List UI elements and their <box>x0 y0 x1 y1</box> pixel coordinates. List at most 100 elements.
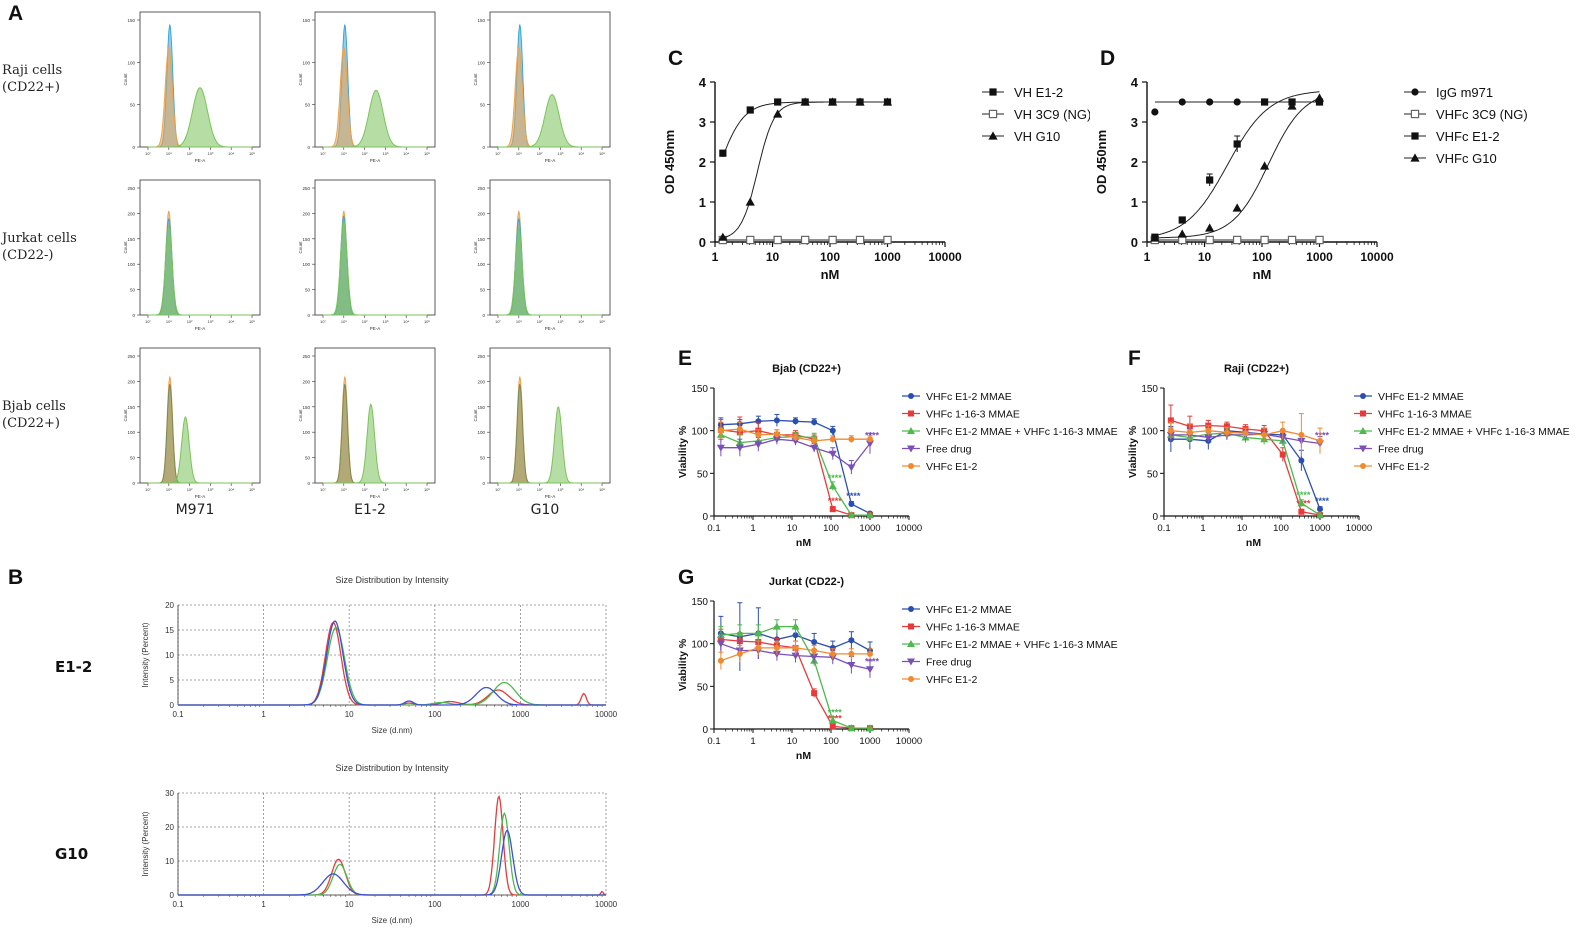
y-tick-label: 10 <box>165 857 174 866</box>
y-tick-label: 100 <box>691 640 708 651</box>
legend-label: VHFc 1-16-3 MMAE <box>1378 409 1472 421</box>
row-label-line: Bjab cells <box>2 399 66 414</box>
y-tick-label: 2 <box>1131 155 1138 170</box>
y-tick-label: 50 <box>130 103 136 108</box>
y-tick-label: 5 <box>170 676 175 685</box>
data-point <box>1261 431 1268 438</box>
flow-histogram: 0 50 100 150 200 250 Count 10° 10¹ 10² 10³ 10⁴ 10⁵ PE… <box>298 347 436 499</box>
data-point <box>811 419 818 426</box>
significance-stars: **** <box>1296 490 1311 500</box>
data-point <box>772 622 781 630</box>
data-point <box>772 436 781 444</box>
data-point <box>792 632 799 639</box>
data-point <box>1317 437 1323 444</box>
flow-histogram: 0 50 100 150 Count 10° 10¹ 10² 10³ 10⁴ 10⁵ PE-A <box>473 11 611 163</box>
legend-label: VHFc E1-2 MMAE <box>926 391 1012 403</box>
x-tick-label: 10° <box>495 319 501 324</box>
series-points <box>1150 93 1325 242</box>
x-tick-label: 10⁵ <box>249 151 255 156</box>
data-point <box>1150 233 1160 242</box>
legend-label: VH 3C9 (NG) <box>1014 107 1090 122</box>
data-point <box>773 644 780 651</box>
histogram-trace <box>323 89 427 148</box>
data-point <box>828 235 837 245</box>
y-tick-label: 50 <box>130 288 136 293</box>
y-tick-label: 0 <box>1152 512 1158 523</box>
x-tick-label: 100 <box>1252 250 1272 264</box>
x-tick-label: 10³ <box>558 487 564 492</box>
x-axis-label: nM <box>796 750 811 762</box>
x-tick-label: 10° <box>495 487 501 492</box>
x-tick-label: 10° <box>145 151 151 156</box>
x-tick-label: 10 <box>345 710 354 719</box>
x-tick-label: 10000 <box>896 736 922 747</box>
x-axis-label: Size (d.nm) <box>372 726 413 735</box>
y-axis-label: Viability % <box>677 638 689 691</box>
data-point <box>829 723 836 730</box>
x-axis-label: PE-A <box>195 494 206 499</box>
data-point <box>1223 423 1230 430</box>
panel-letter-e: E <box>678 347 693 370</box>
y-tick-label: 0 <box>702 725 708 736</box>
x-axis-label: PE-A <box>370 158 381 163</box>
data-point <box>717 657 724 664</box>
legend-item: VHFc E1-2 MMAE <box>902 391 1012 403</box>
x-tick-label: 10¹ <box>341 487 347 492</box>
x-tick-label: 1000 <box>1309 523 1330 534</box>
data-point <box>1317 506 1323 513</box>
y-axis-label: Count <box>123 73 128 86</box>
y-tick-label: 50 <box>480 288 486 293</box>
x-tick-label: 10 <box>1237 523 1248 534</box>
chart-title: Bjab (CD22+) <box>772 363 841 375</box>
y-axis-label: OD 450nm <box>1094 130 1109 194</box>
legend-item: VH 3C9 (NG) <box>982 107 1090 122</box>
y-tick-label: 0 <box>482 145 485 150</box>
legend-item: VHFc E1-2 MMAE <box>1354 391 1464 403</box>
data-point <box>1315 98 1324 106</box>
legend-label: VHFc 3C9 (NG) <box>1436 107 1528 122</box>
x-tick-label: 1000 <box>512 710 530 719</box>
data-point <box>908 410 914 417</box>
y-tick-label: 0 <box>307 481 310 486</box>
y-tick-label: 100 <box>302 60 310 65</box>
x-tick-label: 10° <box>145 319 151 324</box>
x-axis-label: nM <box>796 537 811 549</box>
x-tick-label: 10⁴ <box>578 319 584 324</box>
plot-frame <box>139 347 261 484</box>
plot-frame <box>489 347 611 484</box>
y-tick-label: 250 <box>302 186 310 191</box>
data-point <box>810 653 819 661</box>
data-point <box>1297 499 1306 507</box>
data-point <box>1298 457 1305 464</box>
x-tick-label: 10² <box>187 487 193 492</box>
x-tick-label: 10 <box>1198 250 1212 264</box>
data-point <box>1279 451 1286 458</box>
row-label-line: Raji cells <box>2 63 63 78</box>
data-point <box>988 109 998 119</box>
legend-item: VHFc E1-2 MMAE + VHFc 1-16-3 MMAE <box>902 426 1118 438</box>
y-tick-label: 150 <box>302 18 310 23</box>
y-tick-label: 1 <box>699 195 706 210</box>
x-tick-label: 10 <box>766 250 780 264</box>
row-label-line: (CD22+) <box>2 80 60 95</box>
y-tick-label: 150 <box>477 237 485 242</box>
data-point <box>773 431 780 438</box>
data-point <box>791 652 800 660</box>
y-tick-label: 1 <box>1131 195 1138 210</box>
y-tick-label: 50 <box>305 456 311 461</box>
flow-histogram: 0 50 100 150 200 250 Count 10° 10¹ 10² 10³ 10⁴ 10⁵ PE… <box>123 179 261 331</box>
legend-label: VHFc E1-2 MMAE + VHFc 1-16-3 MMAE <box>926 426 1118 438</box>
row-label-line: (CD22-) <box>2 248 54 263</box>
data-point <box>1410 153 1420 162</box>
y-tick-label: 100 <box>302 262 310 267</box>
histogram-trace <box>323 403 427 484</box>
data-point <box>716 640 725 648</box>
data-point <box>988 131 998 140</box>
data-point <box>717 427 724 434</box>
y-axis-label: Viability % <box>677 425 689 478</box>
data-point <box>1261 98 1269 106</box>
x-tick-label: 10¹ <box>516 151 522 156</box>
data-point <box>1260 161 1270 170</box>
x-tick-label: 10¹ <box>166 487 172 492</box>
